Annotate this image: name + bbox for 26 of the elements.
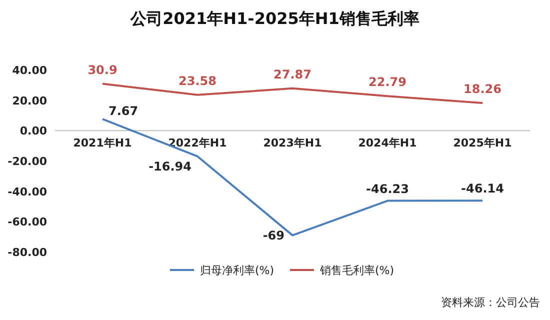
x-tick-label: 2021年H1 [73,136,132,150]
y-tick-label: -40.00 [8,185,48,198]
y-tick-label: 40.00 [12,64,48,77]
y-tick-label: -20.00 [8,155,48,168]
x-tick-label: 2023年H1 [263,136,322,150]
text: 资料来源：公司公告 [441,296,540,309]
data-label: 30.9 [88,62,118,77]
data-label: 22.79 [368,75,406,90]
x-tick-label: 2022年H1 [168,136,227,150]
y-tick-label: 20.00 [12,94,48,108]
data-label: -46.23 [366,182,409,196]
data-label: -16.94 [148,159,192,174]
x-tick-label: 2025年H1 [453,136,512,150]
data-label: -46.14 [461,182,504,196]
y-tick-label: -60.00 [8,216,48,229]
data-label: 23.58 [178,74,216,88]
data-label: -69 [262,228,284,242]
data-label: 7.67 [108,104,138,118]
y-tick-label: -80.00 [8,246,48,259]
y-tick-label: 0.00 [20,124,48,138]
chart-title: 公司2021年H1-2025年H1销售毛利率 [130,9,420,28]
legend-label: 归母净利率(%) [200,264,274,277]
data-label: 18.26 [464,82,502,96]
data-label: 27.87 [274,67,312,82]
x-tick-label: 2024年H1 [358,136,417,150]
legend-label: 销售毛利率(%) [319,264,394,277]
